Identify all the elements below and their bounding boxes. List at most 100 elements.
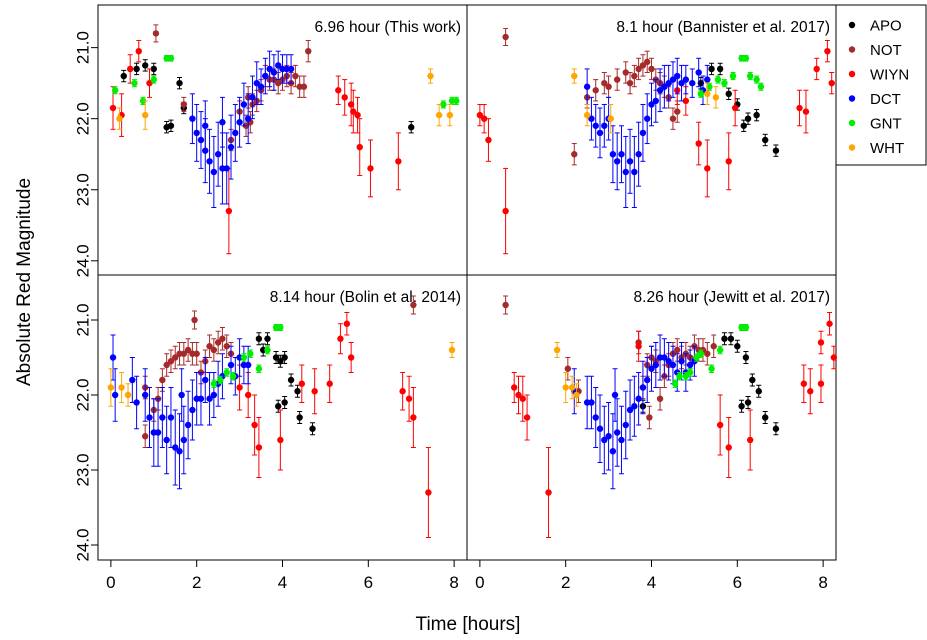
marker [639,62,647,69]
data-point-wht [118,372,125,403]
data-point-not [292,64,299,88]
data-point-wiyn [817,364,825,403]
x-tick-label: 8 [449,573,458,592]
marker [180,436,188,444]
marker [141,111,149,119]
data-point-gnt [714,75,722,84]
data-point-apo [738,399,745,413]
marker [305,47,312,55]
marker [697,90,705,98]
marker [296,414,303,421]
marker [609,448,617,455]
marker [244,391,252,399]
data-point-gnt [721,79,728,88]
marker [716,421,724,429]
y-tick-label: 24.0 [73,244,92,277]
data-point-wiyn [800,364,808,403]
marker [131,79,138,87]
data-point-apo [740,119,747,132]
data-point-dct [189,379,196,441]
data-point-not [184,338,192,362]
marker [813,65,820,73]
marker [206,158,213,165]
marker [648,365,655,372]
marker [223,343,230,350]
marker [725,90,732,98]
marker [251,421,258,429]
data-point-dct [635,121,642,187]
marker [682,373,690,380]
marker [281,399,288,406]
data-point-apo [277,354,284,368]
marker [545,489,552,496]
y-axis: 21.0 22.0 23.0 24.0 21.0 22.0 23.0 24.0 [73,31,98,562]
marker [244,361,252,369]
data-point-apo [734,339,741,353]
marker [287,376,295,384]
marker [347,354,355,361]
legend-marker-wht [848,144,856,151]
data-point-apo [167,119,175,132]
data-point-gnt [671,379,679,388]
marker [592,87,599,94]
data-point-dct [223,132,230,205]
marker [605,83,612,90]
marker [686,361,694,369]
marker [519,395,526,402]
legend-box [835,4,927,166]
data-point-dct [193,103,200,162]
marker [247,350,254,357]
data-point-not [193,342,200,366]
marker [609,151,617,158]
data-point-dct [656,68,664,113]
panel-title: 8.1 hour (Bannister et al. 2017) [616,19,830,36]
data-point-apo [120,69,127,83]
data-point-apo [264,332,271,346]
data-point-dct [631,375,638,437]
marker [644,376,651,384]
marker [292,72,299,80]
data-point-apo [744,112,752,125]
y-tick-label: 22.0 [73,102,92,135]
x-tick-label: 0 [106,573,115,592]
marker [227,361,235,369]
legend-marker-gnt [848,119,856,127]
marker [553,346,561,354]
data-point-dct [618,125,625,184]
marker [631,72,638,80]
marker [277,358,284,365]
y-tick-label: 24.0 [73,528,92,561]
marker [272,354,280,361]
marker [214,339,222,346]
marker [639,384,647,391]
data-point-dct [682,64,690,95]
data-point-dct [159,387,166,448]
data-point-not [167,349,175,373]
marker [674,72,681,80]
marker [197,395,205,402]
marker [111,391,119,399]
data-point-dct [661,64,668,109]
marker [669,76,677,83]
marker [618,151,625,158]
data-point-apo [408,121,415,134]
marker [217,376,224,384]
data-point-dct [618,405,625,475]
marker [354,111,361,119]
legend-marker-dct [848,95,856,102]
marker [191,316,198,324]
data-point-gnt [746,72,754,81]
marker [742,324,750,331]
panel-1-marks [109,24,460,255]
data-point-dct [639,103,647,162]
marker [635,151,642,158]
data-point-wiyn [502,167,509,255]
data-point-wiyn [515,375,522,415]
marker [669,115,677,122]
marker [255,444,263,451]
marker [796,104,803,112]
marker [264,346,271,354]
data-point-dct [111,368,119,422]
data-point-dct [592,387,599,448]
